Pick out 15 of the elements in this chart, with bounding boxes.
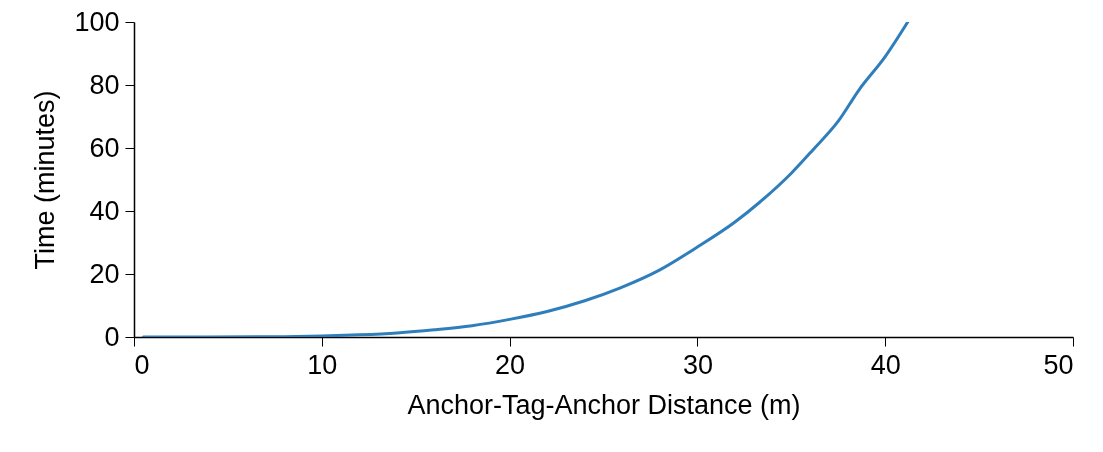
y-tick-label: 20 bbox=[89, 258, 120, 289]
x-tick-label: 10 bbox=[307, 349, 338, 380]
y-tick-label: 40 bbox=[89, 195, 120, 226]
y-tick-label: 0 bbox=[104, 321, 120, 352]
y-axis-title: Time (minutes) bbox=[30, 90, 61, 270]
x-tick-label: 0 bbox=[134, 349, 150, 380]
x-tick-label: 40 bbox=[870, 349, 901, 380]
line-series bbox=[141, 22, 910, 337]
x-tick-label: 20 bbox=[495, 349, 526, 380]
x-tick-label: 50 bbox=[1043, 349, 1074, 380]
y-tick-label: 80 bbox=[89, 69, 120, 100]
y-tick-label: 100 bbox=[74, 6, 120, 37]
x-axis-title: Anchor-Tag-Anchor Distance (m) bbox=[407, 389, 801, 420]
y-tick-label: 60 bbox=[89, 132, 120, 163]
x-tick-label: 30 bbox=[682, 349, 713, 380]
